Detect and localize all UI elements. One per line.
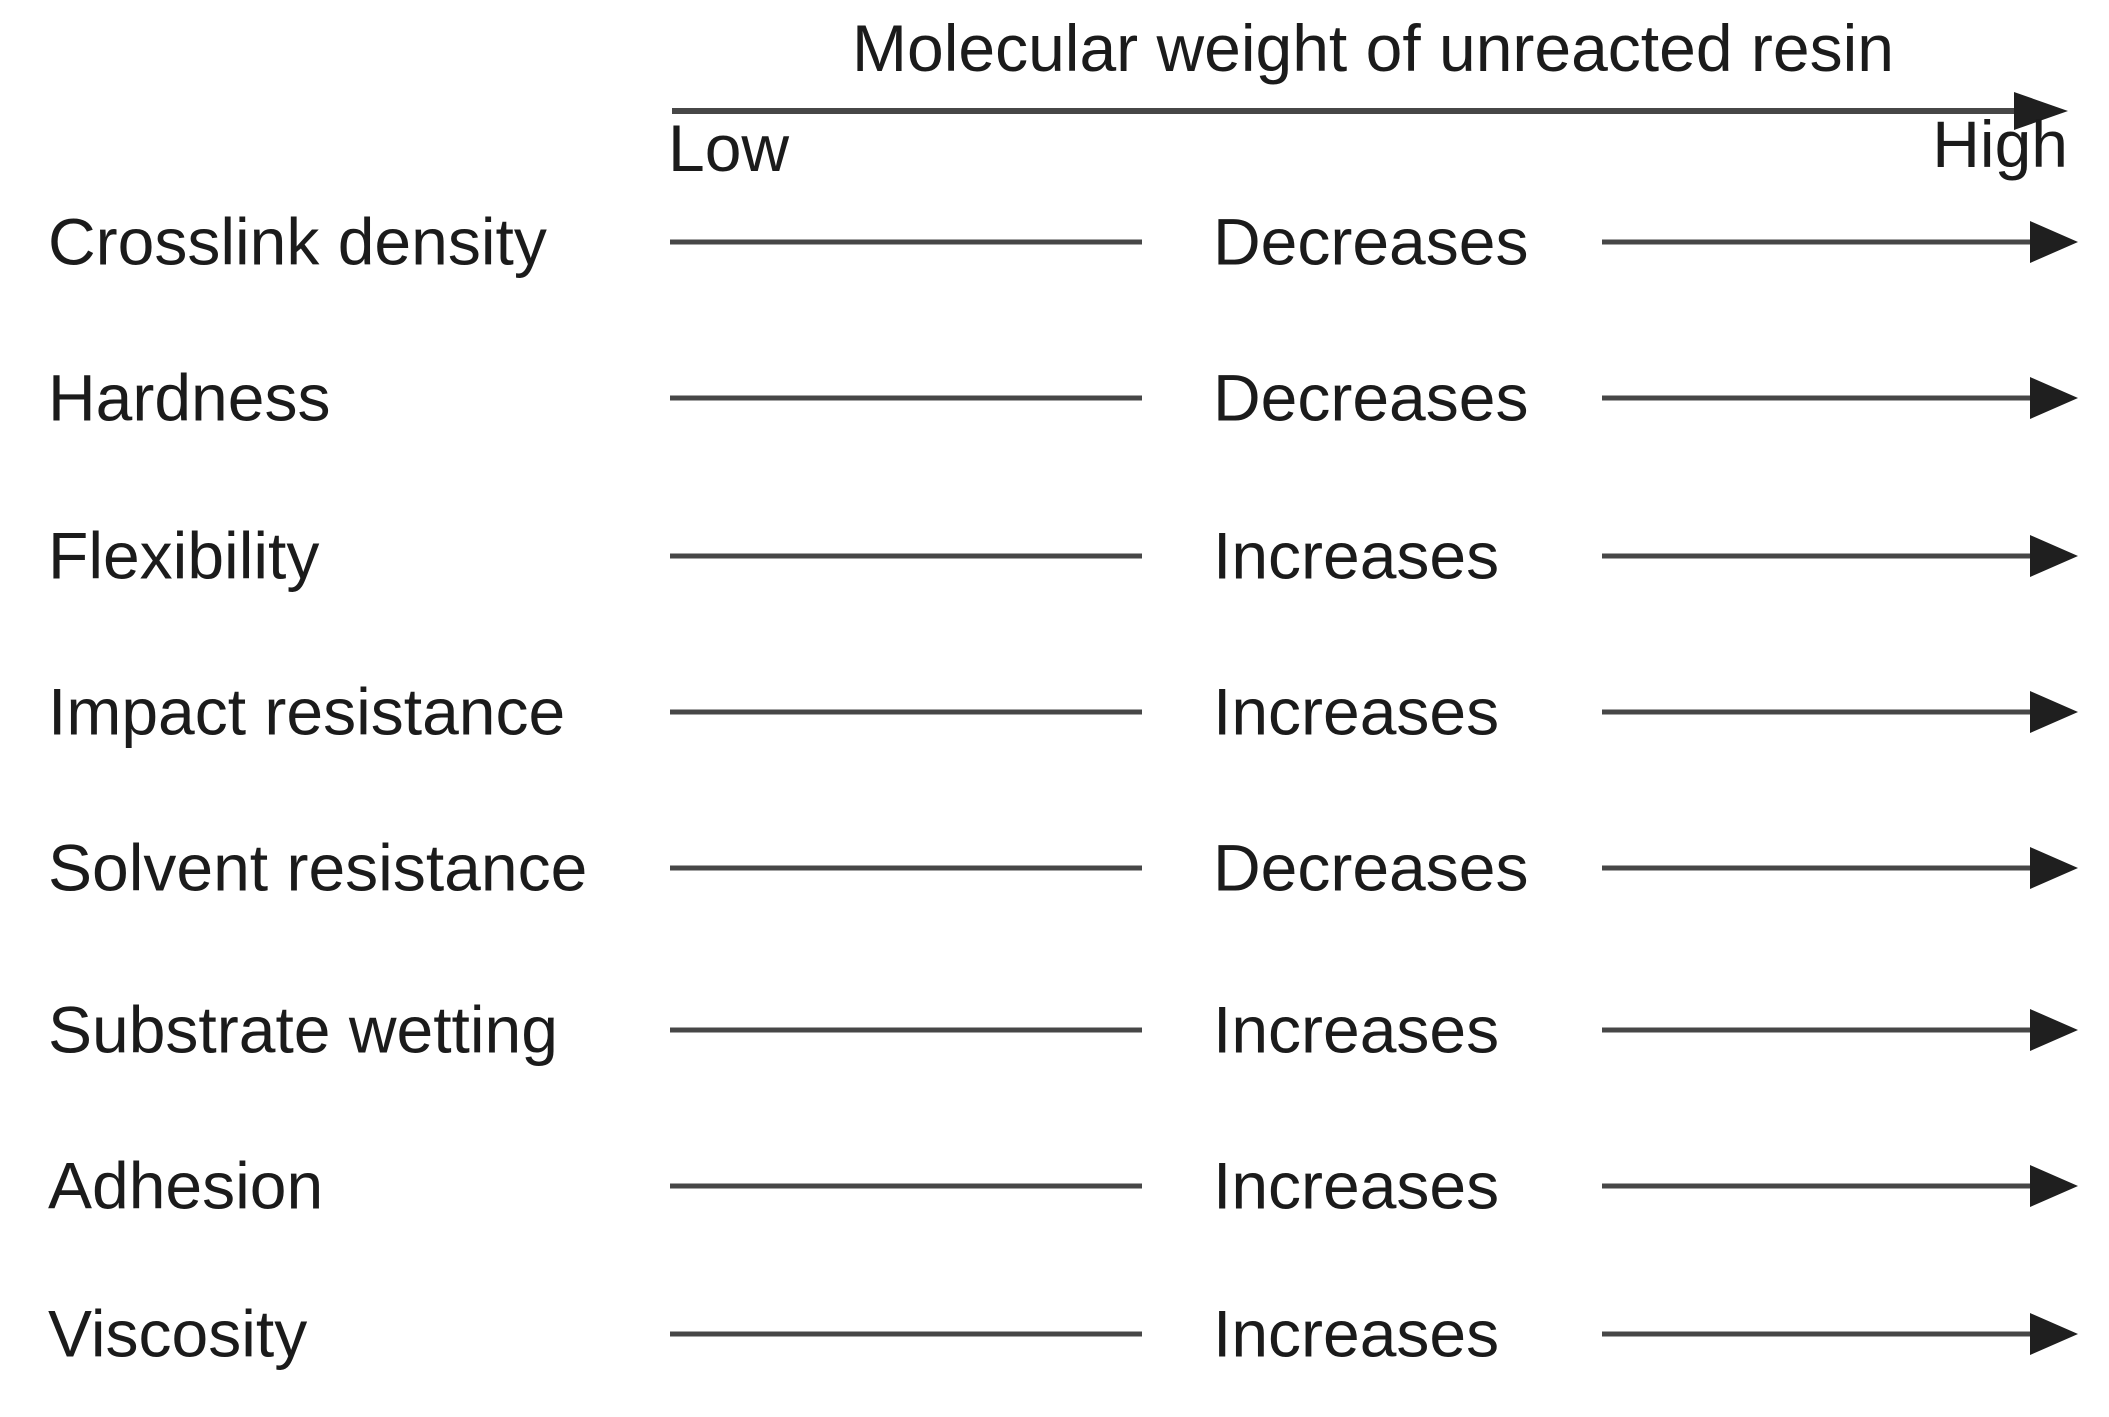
trend-arrow-shaft	[1602, 553, 2034, 559]
baseline-line	[670, 865, 1142, 871]
trend-arrowhead-icon	[2030, 1009, 2078, 1051]
baseline-line	[670, 1027, 1142, 1033]
trend-arrow-right-icon	[1602, 1165, 2078, 1207]
trend-label: Decreases	[1213, 830, 1529, 905]
property-row-adhesion: Adhesion Increases	[0, 1126, 2109, 1246]
trend-arrowhead-icon	[2030, 691, 2078, 733]
trend-label: Increases	[1213, 992, 1500, 1067]
property-label: Substrate wetting	[48, 992, 558, 1067]
trend-label: Increases	[1213, 1148, 1500, 1223]
property-row-hardness: Hardness Decreases	[0, 338, 2109, 458]
trend-arrow-shaft	[1602, 395, 2034, 401]
trend-arrow-shaft	[1602, 1027, 2034, 1033]
trend-arrow-right-icon	[1602, 691, 2078, 733]
property-row-impact-resistance: Impact resistance Increases	[0, 652, 2109, 772]
property-label: Impact resistance	[48, 674, 566, 749]
property-label: Solvent resistance	[48, 830, 588, 905]
trend-arrow-right-icon	[1602, 1313, 2078, 1355]
trend-arrowhead-icon	[2030, 377, 2078, 419]
trend-label: Increases	[1213, 674, 1500, 749]
trend-arrowhead-icon	[2030, 221, 2078, 263]
property-row-substrate-wetting: Substrate wetting Increases	[0, 970, 2109, 1090]
trend-label: Increases	[1213, 518, 1500, 593]
property-row-crosslink-density: Crosslink density Decreases	[0, 182, 2109, 302]
axis-low-label: Low	[668, 111, 790, 185]
trend-arrow-right-icon	[1602, 1009, 2078, 1051]
trend-arrowhead-icon	[2030, 535, 2078, 577]
baseline-line	[670, 239, 1142, 245]
axis-arrowhead-icon	[2014, 92, 2068, 130]
axis-high-label: High	[1932, 107, 2068, 181]
baseline-line	[670, 1331, 1142, 1337]
trend-arrow-shaft	[1602, 1331, 2034, 1337]
trend-arrowhead-icon	[2030, 1165, 2078, 1207]
trend-arrow-right-icon	[1602, 535, 2078, 577]
trend-label: Decreases	[1213, 204, 1529, 279]
baseline-line	[670, 553, 1142, 559]
trend-arrowhead-icon	[2030, 1313, 2078, 1355]
property-label: Crosslink density	[48, 204, 547, 279]
trend-arrow-shaft	[1602, 239, 2034, 245]
baseline-line	[670, 1183, 1142, 1189]
trend-arrow-shaft	[1602, 709, 2034, 715]
property-row-solvent-resistance: Solvent resistance Decreases	[0, 808, 2109, 928]
trend-arrow-shaft	[1602, 865, 2034, 871]
axis-title: Molecular weight of unreacted resin	[852, 11, 1894, 85]
trend-arrow-right-icon	[1602, 847, 2078, 889]
property-label: Adhesion	[48, 1148, 324, 1223]
trend-label: Decreases	[1213, 360, 1529, 435]
trend-arrowhead-icon	[2030, 847, 2078, 889]
trend-label: Increases	[1213, 1296, 1500, 1371]
trend-arrow-right-icon	[1602, 221, 2078, 263]
property-label: Hardness	[48, 360, 331, 435]
baseline-line	[670, 395, 1142, 401]
trend-arrow-shaft	[1602, 1183, 2034, 1189]
property-row-flexibility: Flexibility Increases	[0, 496, 2109, 616]
axis-arrow-shaft	[672, 108, 2016, 114]
axis-arrow-right-icon	[672, 92, 2068, 130]
property-label: Flexibility	[48, 518, 320, 593]
baseline-line	[670, 709, 1142, 715]
property-row-viscosity: Viscosity Increases	[0, 1274, 2109, 1394]
property-label: Viscosity	[48, 1296, 308, 1371]
trend-arrow-right-icon	[1602, 377, 2078, 419]
